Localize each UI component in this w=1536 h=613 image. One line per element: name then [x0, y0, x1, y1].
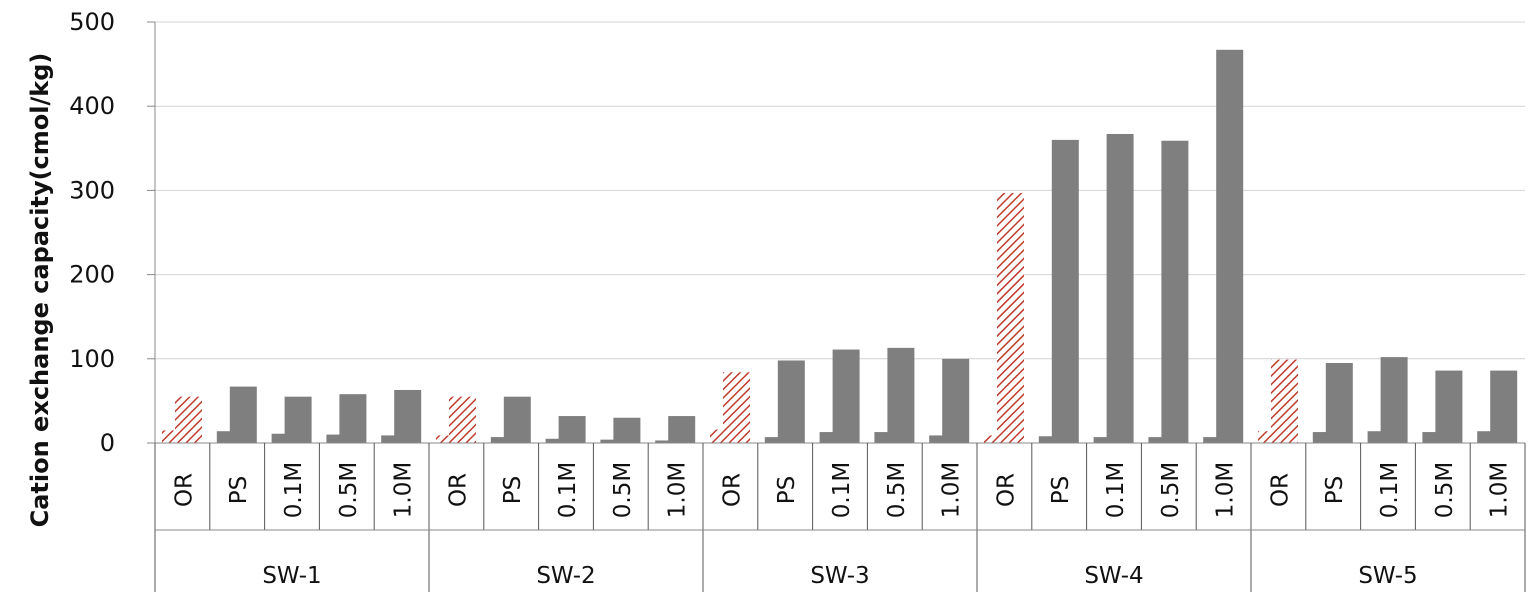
bar-SW-2-PS-b: [503, 396, 531, 443]
y-tick-label: 300: [69, 176, 115, 204]
bar-SW-2-0.1M-b: [558, 416, 586, 443]
x-tick-label: 1.0M: [665, 462, 691, 518]
bar-SW-1-1.0M-b: [394, 389, 422, 443]
x-tick-label: OR: [1267, 473, 1293, 507]
bar-SW-5-0.1M-b: [1380, 357, 1408, 443]
bar-SW-1-PS-b: [229, 386, 257, 443]
y-tick-label: 500: [69, 8, 115, 36]
group-label: SW-2: [536, 563, 595, 589]
bar-SW-5-0.5M-b: [1435, 370, 1463, 443]
bars: [162, 49, 1518, 444]
x-tick-label: OR: [445, 473, 471, 507]
bar-SW-3-1.0M-b: [942, 358, 970, 443]
bar-SW-3-0.5M-b: [887, 347, 915, 443]
x-tick-label: 0.5M: [884, 462, 910, 518]
bar-SW-1-OR-b: [175, 396, 202, 443]
bar-SW-3-OR-b: [723, 372, 750, 443]
bar-SW-1-0.5M-b: [339, 394, 367, 443]
x-tick-label: 0.1M: [281, 462, 307, 518]
x-tick-label: OR: [993, 473, 1019, 507]
x-tick-label: 0.1M: [555, 462, 581, 518]
bar-SW-5-1.0M-b: [1490, 370, 1518, 443]
bar-SW-4-0.1M-b: [1106, 133, 1134, 443]
bar-SW-2-0.5M-b: [613, 417, 641, 443]
bar-SW-3-PS-b: [777, 360, 805, 443]
x-tick-label: 0.5M: [1158, 462, 1184, 518]
x-tick-label: PS: [1048, 476, 1074, 504]
x-tick-label: PS: [1322, 476, 1348, 504]
x-tick-label: 1.0M: [939, 462, 965, 518]
x-tick-label: 0.5M: [1432, 462, 1458, 518]
x-tick-label: 1.0M: [1213, 462, 1239, 518]
x-tick-label: 0.1M: [1103, 462, 1129, 518]
bar-SW-4-PS-b: [1051, 139, 1079, 443]
axes: 0 100 200 300 400 500 OR PS 0.1M 0.5M 1.0M SW-1 OR PS…: [69, 8, 1526, 592]
bar-SW-2-1.0M-b: [668, 416, 696, 443]
bar-SW-3-0.1M-b: [832, 349, 860, 443]
y-tick-label: 200: [69, 261, 115, 289]
group-label: SW-5: [1358, 563, 1417, 589]
bar-SW-2-OR-b: [449, 396, 476, 443]
x-tick-label: 0.5M: [336, 462, 362, 518]
bar-SW-1-0.1M-b: [284, 396, 312, 443]
bar-SW-4-OR-b: [997, 192, 1024, 443]
x-tick-label: 0.1M: [1377, 462, 1403, 518]
bar-SW-4-0.5M-b: [1161, 140, 1189, 444]
group-label: SW-1: [262, 563, 321, 589]
y-tick-label: 400: [69, 92, 115, 120]
x-tick-label: 1.0M: [391, 462, 417, 518]
x-tick-label: PS: [226, 476, 252, 504]
x-tick-label: 1.0M: [1487, 462, 1513, 518]
x-tick-label: OR: [719, 473, 745, 507]
bar-SW-5-PS-b: [1325, 363, 1353, 443]
gridlines: [155, 21, 1525, 360]
y-tick-label: 0: [100, 429, 115, 457]
x-tick-label: OR: [171, 473, 197, 507]
group-label: SW-3: [810, 563, 869, 589]
y-tick-label: 100: [69, 345, 115, 373]
x-tick-label: PS: [500, 476, 526, 504]
x-tick-label: 0.1M: [829, 462, 855, 518]
y-axis-label: Cation exchange capacity(cmol/kg): [26, 53, 54, 528]
bar-SW-4-1.0M-b: [1216, 49, 1244, 443]
x-tick-label: 0.5M: [610, 462, 636, 518]
x-tick-label: PS: [774, 476, 800, 504]
bar-SW-5-OR-b: [1271, 359, 1298, 443]
group-label: SW-4: [1084, 563, 1143, 589]
